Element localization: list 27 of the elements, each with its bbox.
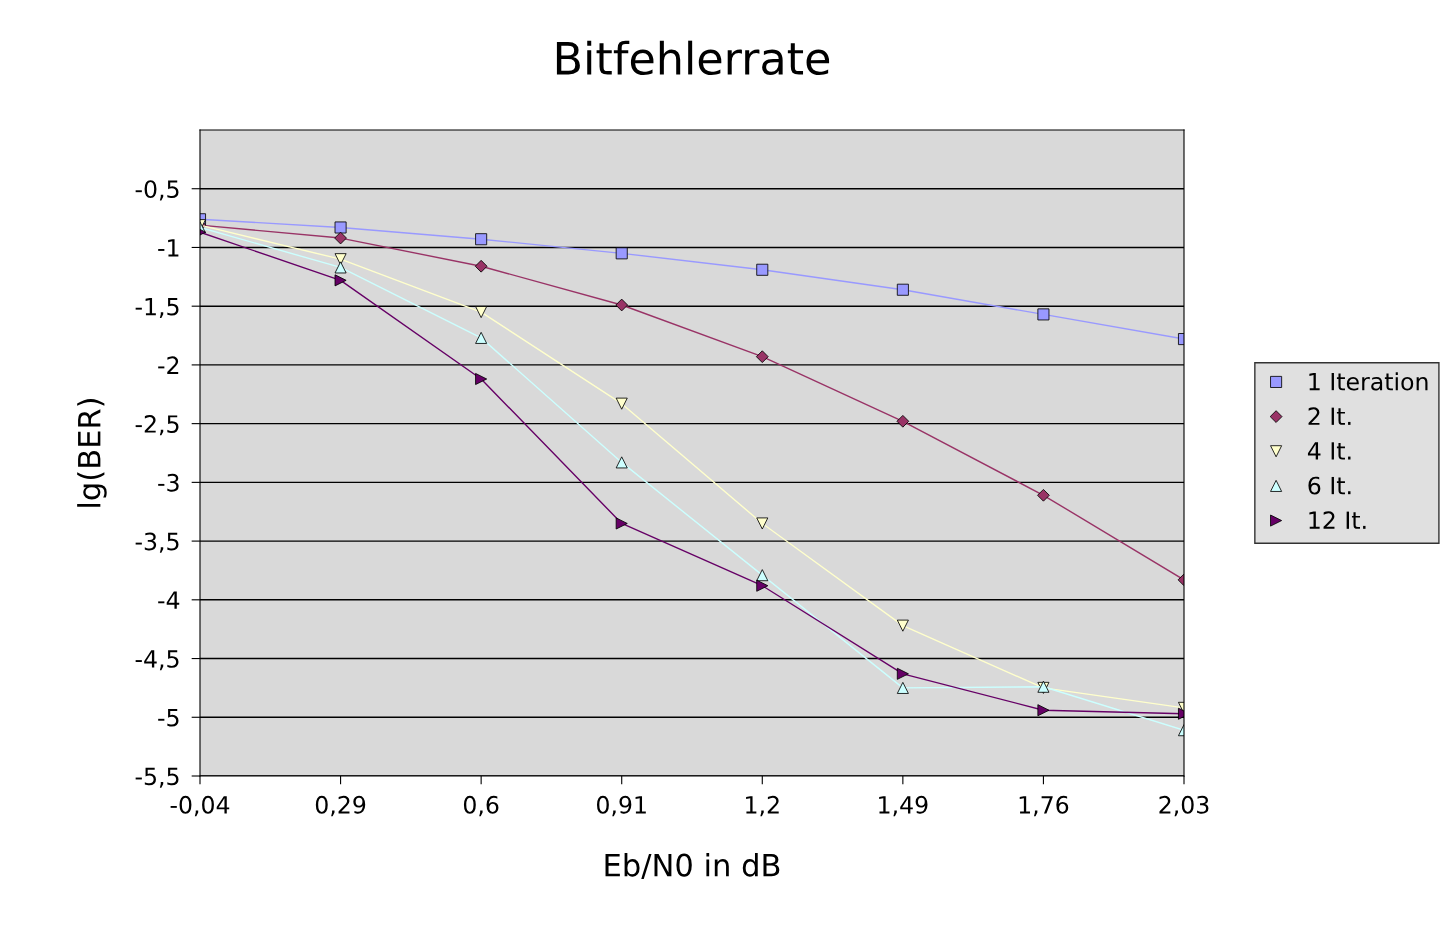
legend-label: 1 Iteration: [1309, 372, 1428, 391]
y-tick-label: -1: [158, 239, 179, 257]
y-tick-label: -3,5: [135, 532, 179, 553]
y-tick-label: -2,5: [135, 415, 179, 436]
y-tick-label: -2: [158, 356, 179, 374]
y-tick-label: -5,5: [135, 767, 179, 788]
chart-title: Bitfehlerrate: [556, 40, 830, 76]
y-tick-label: -0,5: [135, 180, 179, 201]
x-tick-label: 1,76: [1019, 795, 1069, 817]
legend-label: 4 It.: [1307, 442, 1351, 460]
y-axis-title: lg(BER): [77, 399, 107, 507]
x-tick-label: 0,29: [315, 795, 366, 817]
y-tick-label: -4,5: [135, 650, 179, 671]
x-axis-title: Eb/N0 in dB: [605, 853, 780, 880]
y-tick-label: -5: [158, 709, 179, 727]
x-tick-label: 1,49: [879, 795, 928, 817]
x-tick-label: 0,91: [596, 795, 646, 817]
x-tick-label: 2,03: [1159, 795, 1209, 817]
legend-label: 2 It.: [1308, 407, 1351, 425]
x-tick-label: -0,04: [170, 795, 230, 817]
x-tick-label: 0,6: [463, 795, 499, 817]
legend-label: 12 It.: [1309, 511, 1366, 529]
y-tick-label: -4: [158, 591, 180, 609]
y-tick-label: -3: [158, 473, 179, 492]
legend-label: 6 It.: [1308, 476, 1351, 495]
y-tick-label: -1,5: [135, 297, 179, 318]
x-tick-label: 1,2: [746, 795, 779, 817]
